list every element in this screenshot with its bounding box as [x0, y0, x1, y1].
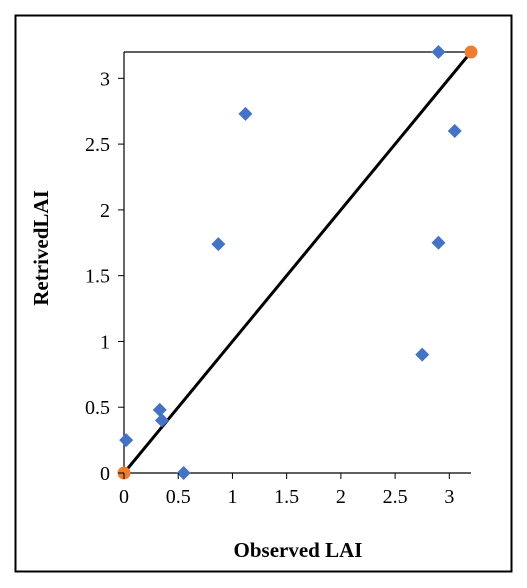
data-point-diamond [415, 347, 430, 362]
one-to-one-line-segment [122, 51, 473, 474]
data-point-diamond [152, 402, 167, 417]
y-tick-label: 0.5 [85, 397, 110, 419]
one-to-one-line [122, 51, 473, 474]
data-point-diamond [431, 45, 446, 59]
data-point-diamond [211, 237, 226, 252]
data-point-diamond [119, 433, 134, 448]
y-tick-label: 1 [100, 331, 110, 353]
data-point-diamond [154, 413, 169, 428]
x-axis-title: Observed LAI [234, 538, 363, 562]
chart-outer-border [14, 14, 513, 573]
data-point-diamond [431, 235, 446, 250]
y-tick-label: 2 [100, 200, 110, 222]
y-axis-title: RetrivedLAI [29, 190, 53, 305]
x-tick-label: 2.5 [383, 486, 408, 508]
x-tick-label: 1.5 [274, 486, 299, 508]
x-tick-label: 0 [119, 486, 129, 508]
y-tick-label: 2.5 [85, 134, 110, 156]
y-tick-label: 3 [100, 68, 110, 90]
x-tick-label: 2 [336, 486, 346, 508]
data-point-diamond [238, 106, 253, 121]
x-axis-ticks: 0 0.5 1 1.5 2 2.5 3 [119, 473, 454, 508]
x-tick-label: 1 [227, 486, 237, 508]
data-point-diamond [176, 466, 191, 480]
y-axis-ticks: 0 0.5 1 1.5 2 2.5 3 [85, 68, 124, 485]
x-tick-label: 3 [444, 486, 454, 508]
y-tick-label: 1.5 [85, 266, 110, 288]
reference-endpoint-circle [464, 45, 478, 59]
data-point-diamond [447, 123, 462, 138]
y-tick-label: 0 [100, 463, 110, 485]
x-tick-label: 0.5 [166, 486, 191, 508]
data-points [117, 45, 478, 480]
